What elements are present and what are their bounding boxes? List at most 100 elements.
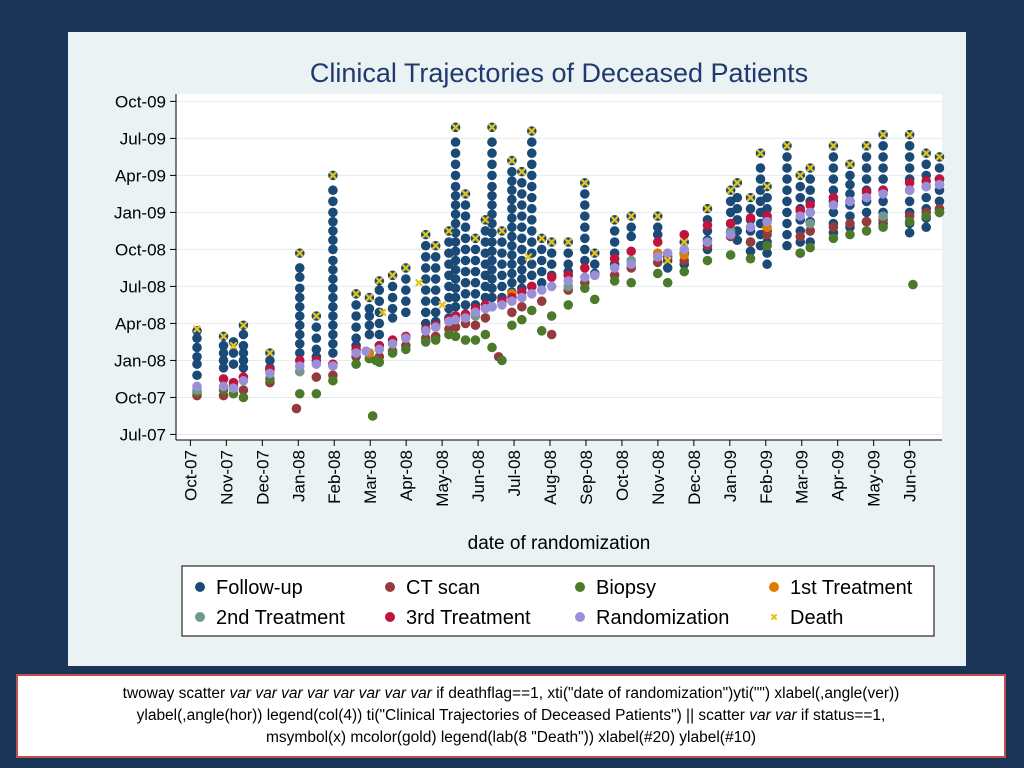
follow-up-point: [828, 152, 839, 162]
biopsy-point: [546, 311, 557, 321]
3rd-treatment-point: [702, 220, 713, 231]
death-stroke: [229, 341, 238, 350]
death-point: [229, 341, 238, 350]
follow-up-point: [294, 348, 305, 358]
death-point: [518, 168, 526, 176]
follow-up-point: [294, 320, 305, 331]
follow-up-point: [460, 233, 471, 244]
death-stroke: [365, 293, 374, 302]
2nd-treatment-point: [805, 218, 815, 229]
follow-up-point: [782, 163, 792, 173]
legend-label-randomization: Randomization: [596, 607, 729, 629]
death-stroke: [329, 171, 337, 180]
follow-up-point: [351, 300, 361, 310]
death-point: [756, 149, 765, 157]
follow-up-point: [497, 281, 507, 292]
death-point: [610, 216, 619, 224]
follow-up-point: [387, 292, 398, 303]
follow-up-point: [374, 285, 385, 295]
follow-up-point: [420, 307, 431, 318]
legend-marker-ct-scan: [385, 582, 395, 592]
follow-up-point: [420, 296, 431, 307]
follow-up-point: [328, 235, 338, 245]
follow-up-point: [450, 264, 461, 275]
chart-title: Clinical Trajectories of Deceased Patien…: [310, 58, 808, 88]
follow-up-point: [517, 255, 527, 266]
follow-up-point: [328, 292, 338, 303]
follow-up-point: [517, 233, 527, 244]
ct-scan-point: [845, 218, 855, 229]
x-tick-label: Apr-09: [829, 450, 848, 501]
follow-up-point: [487, 237, 497, 247]
follow-up-point: [294, 338, 305, 349]
biopsy-point: [904, 216, 915, 227]
death-stroke: [663, 256, 672, 265]
randomization-point: [460, 313, 471, 323]
follow-up-point: [526, 181, 537, 192]
follow-up-point: [487, 137, 497, 147]
y-tick-label: Oct-08: [115, 240, 166, 259]
follow-up-point: [192, 342, 202, 353]
plot-area: [176, 94, 942, 440]
follow-up-point: [480, 292, 491, 303]
follow-up-point: [450, 283, 461, 294]
follow-up-point: [517, 274, 527, 284]
follow-up-point: [192, 351, 202, 362]
caption-line2-suffix: if status==1,: [796, 707, 886, 724]
randomization-point: [845, 196, 855, 207]
follow-up-point: [460, 300, 471, 310]
follow-up-point: [328, 226, 338, 236]
death-stroke: [905, 131, 914, 139]
follow-up-point: [401, 296, 411, 307]
follow-up-point: [450, 137, 461, 147]
follow-up-point: [795, 192, 806, 203]
follow-up-point: [470, 266, 481, 277]
follow-up-point: [311, 344, 322, 355]
biopsy-point: [401, 344, 411, 355]
randomization-point: [294, 361, 305, 371]
follow-up-point: [294, 311, 305, 321]
randomization-point: [430, 322, 441, 332]
follow-up-point: [450, 170, 461, 181]
biopsy-point: [878, 222, 888, 233]
follow-up-point: [580, 189, 590, 199]
follow-up-point: [487, 190, 497, 201]
follow-up-point: [526, 215, 537, 225]
death-point: [481, 216, 490, 224]
death-stroke: [375, 277, 384, 285]
follow-up-point: [536, 277, 547, 288]
follow-up-point: [470, 277, 481, 288]
biopsy-point: [805, 242, 815, 253]
randomization-point: [450, 314, 461, 325]
follow-up-point: [430, 296, 441, 307]
randomization-point: [762, 216, 772, 227]
follow-up-point: [805, 174, 815, 184]
biopsy-point: [861, 226, 872, 236]
biopsy-point: [702, 255, 713, 266]
biopsy-point: [497, 355, 507, 366]
x-tick-label: Mar-08: [361, 450, 380, 504]
follow-up-point: [626, 222, 637, 233]
follow-up-point: [351, 333, 361, 344]
follow-up-point: [782, 218, 792, 229]
death-point: [654, 212, 662, 220]
follow-up-point: [546, 248, 557, 258]
follow-up-point: [420, 285, 431, 295]
3rd-treatment-point: [526, 281, 537, 292]
follow-up-point: [526, 270, 537, 281]
biopsy-point: [745, 253, 756, 264]
death-point: [219, 332, 228, 341]
biopsy-point: [609, 276, 620, 286]
ct-scan-point: [291, 403, 302, 414]
follow-up-point: [364, 311, 375, 321]
follow-up-point: [762, 248, 772, 258]
death-stroke: [680, 238, 688, 246]
death-point: [581, 179, 589, 187]
death-point: [547, 238, 556, 246]
follow-up-point: [904, 227, 915, 238]
biopsy-point: [845, 229, 855, 240]
follow-up-point: [782, 240, 792, 251]
2nd-treatment-point: [878, 211, 888, 221]
ct-scan-point: [762, 229, 772, 240]
scatter-chart: Clinical Trajectories of Deceased Patien…: [114, 58, 945, 637]
